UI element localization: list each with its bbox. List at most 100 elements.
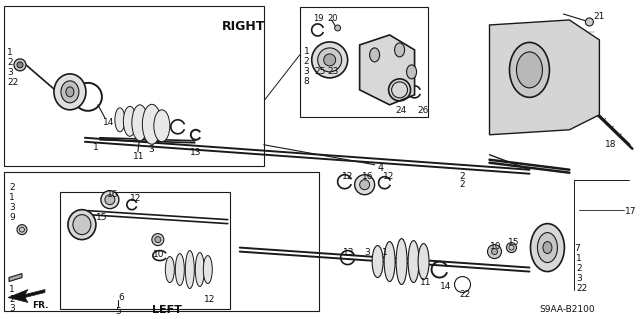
Ellipse shape: [175, 254, 184, 286]
Text: 13: 13: [342, 248, 354, 256]
Text: 22: 22: [460, 290, 471, 299]
Bar: [4, 6, 264, 166]
Text: 2: 2: [9, 183, 15, 192]
Ellipse shape: [142, 104, 161, 144]
Text: 12: 12: [204, 294, 215, 303]
Text: LEFT: LEFT: [152, 306, 182, 315]
Text: 6: 6: [118, 293, 124, 301]
Text: 2: 2: [7, 58, 13, 67]
Circle shape: [17, 62, 23, 68]
Circle shape: [105, 195, 115, 205]
Text: 3: 3: [304, 67, 310, 76]
Bar: [300, 7, 428, 117]
Text: 1: 1: [93, 143, 99, 152]
Circle shape: [101, 191, 119, 209]
Text: 21: 21: [593, 12, 605, 21]
Text: 12: 12: [130, 194, 141, 203]
Text: 16: 16: [362, 172, 373, 181]
Circle shape: [152, 234, 164, 246]
Text: 2: 2: [577, 263, 582, 272]
Text: 12: 12: [342, 172, 353, 181]
Text: 14: 14: [103, 118, 115, 127]
Polygon shape: [8, 290, 45, 302]
Ellipse shape: [384, 241, 395, 282]
Text: 1: 1: [577, 254, 582, 263]
Text: 22: 22: [577, 284, 588, 293]
Circle shape: [355, 175, 374, 195]
Text: FR.: FR.: [32, 301, 49, 310]
Text: 8: 8: [304, 77, 310, 86]
Ellipse shape: [395, 43, 404, 57]
Text: 4: 4: [378, 163, 384, 173]
Text: 16: 16: [107, 190, 118, 199]
Text: 3: 3: [577, 274, 582, 283]
Text: 15: 15: [96, 213, 108, 222]
Ellipse shape: [124, 106, 136, 136]
Text: 13: 13: [190, 148, 202, 157]
Ellipse shape: [132, 105, 148, 141]
Text: 18: 18: [605, 140, 617, 149]
Circle shape: [155, 237, 161, 242]
Bar: [60, 192, 230, 309]
Polygon shape: [490, 20, 600, 135]
Ellipse shape: [54, 74, 86, 110]
Text: 17: 17: [625, 207, 637, 216]
Circle shape: [492, 249, 497, 255]
Circle shape: [360, 180, 370, 190]
Ellipse shape: [68, 210, 96, 240]
Bar: [4, 172, 319, 311]
Text: 5: 5: [115, 308, 120, 316]
Text: 11: 11: [420, 278, 431, 286]
Text: 12: 12: [383, 172, 394, 181]
Text: 1: 1: [7, 48, 13, 57]
Text: 9: 9: [9, 213, 15, 222]
Text: 22: 22: [7, 78, 19, 87]
Text: 10: 10: [153, 249, 164, 259]
Ellipse shape: [531, 224, 564, 271]
Ellipse shape: [396, 239, 407, 285]
Text: 11: 11: [133, 152, 145, 161]
Text: 3: 3: [9, 305, 15, 314]
Text: RIGHT: RIGHT: [222, 20, 265, 33]
Ellipse shape: [406, 65, 417, 79]
Circle shape: [488, 245, 502, 259]
Circle shape: [317, 48, 342, 72]
Text: 2: 2: [9, 294, 15, 303]
Ellipse shape: [538, 233, 557, 263]
Polygon shape: [9, 274, 22, 282]
Ellipse shape: [66, 87, 74, 97]
Circle shape: [324, 54, 335, 66]
Text: 20: 20: [328, 14, 338, 23]
Text: 10: 10: [490, 241, 501, 251]
Text: 3: 3: [9, 203, 15, 212]
Ellipse shape: [73, 215, 91, 234]
Text: 2: 2: [460, 172, 465, 181]
Ellipse shape: [61, 81, 79, 103]
Text: 2: 2: [304, 57, 309, 66]
Text: S9AA-B2100: S9AA-B2100: [540, 306, 595, 315]
Ellipse shape: [165, 256, 174, 283]
Text: 23: 23: [328, 67, 339, 76]
Polygon shape: [360, 35, 415, 105]
Text: 1: 1: [9, 285, 15, 293]
Circle shape: [335, 25, 340, 31]
Text: 1: 1: [304, 47, 310, 56]
Ellipse shape: [186, 251, 195, 288]
Text: 1: 1: [9, 193, 15, 202]
Ellipse shape: [408, 241, 419, 283]
Circle shape: [586, 18, 593, 26]
Ellipse shape: [154, 110, 170, 142]
Text: 3: 3: [365, 248, 371, 256]
Ellipse shape: [372, 246, 383, 278]
Text: 7: 7: [575, 244, 580, 253]
Ellipse shape: [506, 242, 516, 253]
Text: 2: 2: [460, 180, 465, 189]
Ellipse shape: [418, 244, 429, 279]
Ellipse shape: [516, 52, 543, 88]
Text: 26: 26: [417, 106, 429, 115]
Text: 3: 3: [7, 68, 13, 77]
Circle shape: [14, 59, 26, 71]
Text: 14: 14: [440, 282, 451, 291]
Ellipse shape: [115, 108, 125, 132]
Text: 19: 19: [313, 14, 323, 23]
